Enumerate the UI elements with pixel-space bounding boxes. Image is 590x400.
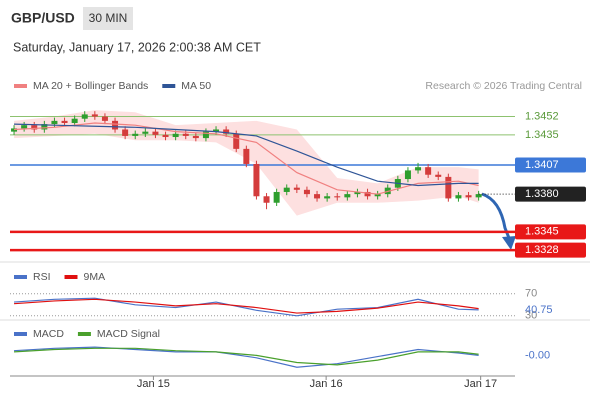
candle-body (81, 114, 88, 119)
current-value: 40.75 (525, 304, 553, 316)
candle-body (455, 195, 462, 199)
candle-body (61, 120, 68, 124)
legend-label: 9MA (84, 271, 106, 283)
symbol: GBP/USD (11, 10, 75, 26)
level-label: 1.3328 (525, 244, 559, 256)
forecast-arrowhead (502, 236, 516, 250)
candle-body (11, 128, 18, 132)
legend-label: MACD (33, 328, 64, 340)
indicator-line (14, 347, 479, 366)
legend-label: RSI (33, 271, 51, 283)
candle-body (415, 167, 422, 171)
x-tick-label: Jan 16 (310, 378, 343, 390)
candle-body (354, 191, 361, 195)
indicator-line (13, 298, 479, 314)
candle-body (445, 176, 452, 199)
legend-label: MA 20 + Bollinger Bands (33, 80, 148, 92)
candle-body (273, 191, 280, 203)
candle-body (192, 135, 199, 139)
candle-body (314, 194, 321, 199)
candle-body (142, 131, 149, 134)
candle-body (364, 191, 371, 197)
moving-average (14, 122, 479, 195)
source: Research © 2026 Trading Central (425, 80, 582, 92)
forecast-arrow (481, 192, 511, 239)
candle-body (152, 131, 159, 135)
datetime: Saturday, January 17, 2026 2:00:38 AM CE… (13, 40, 261, 54)
candle-body (475, 194, 482, 198)
candle-body (303, 189, 310, 195)
candle-body (263, 196, 270, 203)
candle-body (374, 194, 381, 197)
interval[interactable]: 30 MIN (89, 11, 128, 25)
candle-body (122, 129, 129, 136)
x-tick-label: Jan 17 (464, 378, 497, 390)
candle-body (213, 129, 220, 132)
candle-body (21, 125, 28, 129)
level-label: 1.3407 (525, 159, 559, 171)
x-tick-label: Jan 15 (137, 378, 170, 390)
y-tick-label: 30 (525, 310, 537, 322)
candle-body (465, 195, 472, 198)
candle-body (404, 170, 411, 180)
candle-body (162, 134, 169, 138)
y-tick-label: 70 (525, 288, 537, 300)
legend-label: MA 50 (181, 80, 211, 92)
candle-body (243, 148, 250, 164)
candle-body (71, 118, 78, 124)
candle-body (101, 116, 108, 121)
bollinger-band (14, 110, 479, 216)
candle-body (425, 167, 432, 175)
level-box (515, 224, 586, 240)
candle-body (202, 131, 209, 139)
candle-body (223, 129, 230, 134)
level-box (515, 242, 586, 258)
level-box (515, 157, 586, 173)
indicator-line (13, 297, 479, 317)
candle-body (31, 125, 38, 130)
candle-body (91, 114, 98, 117)
last-price-label: 1.3380 (525, 188, 559, 200)
candle-body (233, 133, 240, 149)
candle-body (172, 133, 179, 138)
candle-body (132, 133, 139, 136)
candle-body (324, 196, 331, 199)
legend-label: MACD Signal (97, 328, 160, 340)
last-price-box (515, 186, 586, 202)
candle-body (112, 120, 119, 130)
candle-body (344, 194, 351, 198)
candle-body (435, 174, 442, 177)
candle-body (182, 133, 189, 136)
moving-average (14, 123, 479, 187)
current-value: -0.00 (525, 349, 550, 361)
level-label: 1.3452 (525, 110, 559, 122)
candle-body (293, 187, 300, 190)
candle-body (283, 187, 290, 192)
interval-badge[interactable] (83, 7, 133, 30)
candle-body (334, 196, 341, 198)
indicator-line (14, 346, 479, 368)
candle-body (41, 124, 48, 130)
level-label: 1.3345 (525, 226, 559, 238)
candle-body (253, 163, 260, 197)
level-label: 1.3435 (525, 129, 559, 141)
candle-body (51, 120, 58, 125)
